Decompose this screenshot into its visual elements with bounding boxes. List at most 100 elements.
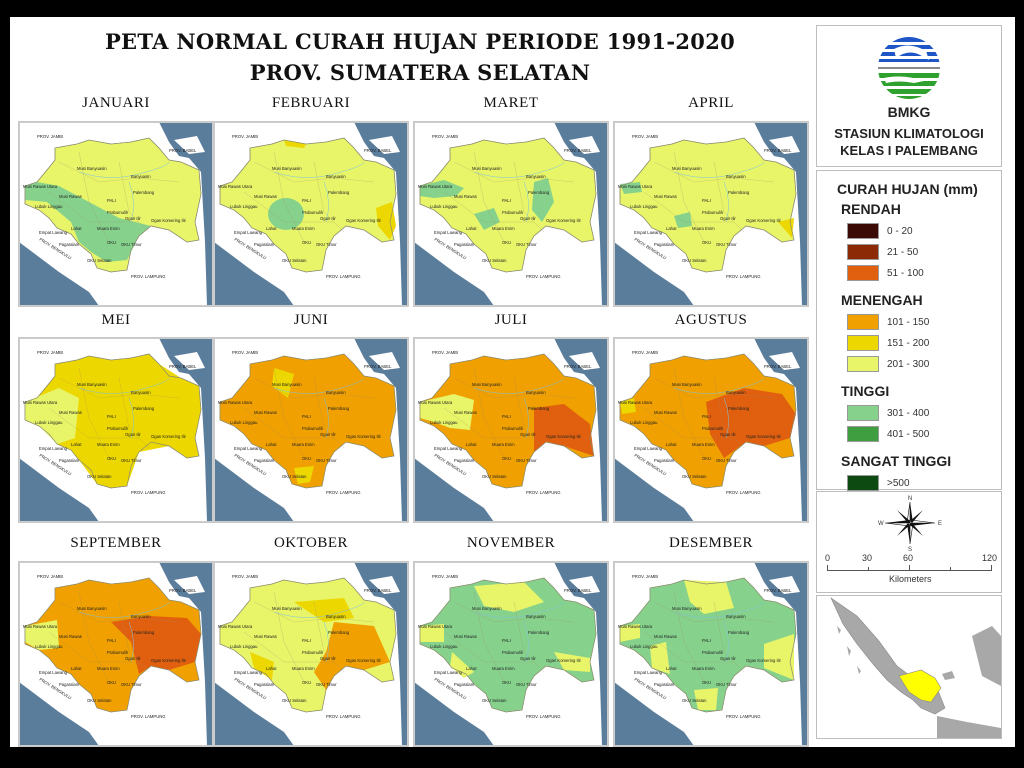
svg-text:OKU Timur: OKU Timur [316,682,337,687]
legend-label: >500 [887,477,910,489]
svg-text:Ogan Komering Ilir: Ogan Komering Ilir [346,658,382,663]
svg-text:Banyuasin: Banyuasin [131,390,151,395]
bmkg-logo-icon [878,37,940,99]
svg-text:Palembang: Palembang [328,630,350,635]
month-title-maret: MARET [483,95,539,111]
scale-tick-60: 60 [903,553,914,563]
svg-text:OKU Timur: OKU Timur [716,242,737,247]
svg-text:Musi Banyuasin: Musi Banyuasin [472,166,502,171]
svg-text:PROV. JAMBI: PROV. JAMBI [632,134,658,139]
scale-unit: Kilometers [889,574,932,584]
svg-text:OKU Timur: OKU Timur [716,682,737,687]
rainfall-map-oktober: PROV. JAMBI PROV. BABEL PROV. LAMPUNG PR… [213,561,409,747]
legend-item: 401 - 500 [847,426,929,442]
svg-text:PROV. LAMPUNG: PROV. LAMPUNG [326,714,361,719]
svg-text:OKU Timur: OKU Timur [316,458,337,463]
month-title-juni: JUNI [293,312,329,328]
rainfall-map-maret: PROV. JAMBI PROV. BABEL PROV. LAMPUNG PR… [413,121,609,307]
legend-title: CURAH HUJAN (mm) [837,181,978,197]
svg-text:Ogan Komering Ilir: Ogan Komering Ilir [151,658,187,663]
svg-text:Lubuk Linggau: Lubuk Linggau [630,644,658,649]
svg-text:Muara Enim: Muara Enim [97,666,120,671]
svg-text:Musi Rawas: Musi Rawas [59,194,82,199]
svg-text:OKU: OKU [107,456,116,461]
logo-line2: KELAS I PALEMBANG [840,143,978,158]
svg-text:Prabumulih: Prabumulih [502,426,524,431]
svg-text:Muara Enim: Muara Enim [692,442,715,447]
rainfall-map-februari: PROV. JAMBI PROV. BABEL PROV. LAMPUNG PR… [213,121,409,307]
svg-text:OKU Timur: OKU Timur [121,242,142,247]
svg-text:Ogan Ilir: Ogan Ilir [520,656,536,661]
svg-text:Musi Banyuasin: Musi Banyuasin [77,606,107,611]
svg-text:Pagaralam: Pagaralam [59,242,80,247]
rainfall-map-juni: PROV. JAMBI PROV. BABEL PROV. LAMPUNG PR… [213,337,409,523]
svg-text:Musi Rawas: Musi Rawas [454,634,477,639]
legend-item: 21 - 50 [847,244,918,260]
svg-text:PROV. LAMPUNG: PROV. LAMPUNG [526,490,561,495]
svg-text:Musi Rawas Utara: Musi Rawas Utara [23,624,58,629]
legend-swatch [847,335,879,351]
svg-text:Empat Lawang: Empat Lawang [39,446,68,451]
svg-text:Muara Enim: Muara Enim [492,226,515,231]
svg-text:PROV. LAMPUNG: PROV. LAMPUNG [726,714,761,719]
legend-panel: CURAH HUJAN (mm) RENDAH 0 - 20 21 - 50 51 -… [816,170,1002,491]
svg-text:PALI: PALI [502,414,511,419]
svg-text:Musi Rawas Utara: Musi Rawas Utara [23,400,58,405]
legend-swatch [847,223,879,239]
svg-text:Ogan Komering Ilir: Ogan Komering Ilir [746,658,782,663]
legend-swatch [847,475,879,491]
svg-text:PALI: PALI [302,414,311,419]
svg-text:Ogan Ilir: Ogan Ilir [720,432,736,437]
svg-text:Lubuk Linggau: Lubuk Linggau [430,644,458,649]
svg-text:Palembang: Palembang [328,190,350,195]
svg-text:OKU Selatan: OKU Selatan [682,698,707,703]
svg-text:Lahat: Lahat [466,442,477,447]
svg-text:Banyuasin: Banyuasin [526,614,546,619]
svg-text:Musi Rawas: Musi Rawas [254,410,277,415]
svg-text:Banyuasin: Banyuasin [131,174,151,179]
svg-text:Ogan Komering Ilir: Ogan Komering Ilir [346,434,382,439]
svg-text:PROV. LAMPUNG: PROV. LAMPUNG [131,274,166,279]
svg-text:Prabumulih: Prabumulih [502,650,524,655]
svg-text:PROV. JAMBI: PROV. JAMBI [432,350,458,355]
compass-scale-panel: N S W E 0 30 60 120 [816,491,1002,593]
scale-bar: 0 30 60 120 Kilometers [825,553,997,584]
month-title-november: NOVEMBER [466,535,556,551]
svg-text:Musi Banyuasin: Musi Banyuasin [272,606,302,611]
svg-text:Pagaralam: Pagaralam [59,682,80,687]
svg-text:PROV. BABEL: PROV. BABEL [564,364,592,369]
page-title: PETA NORMAL CURAH HUJAN PERIODE 1991-202… [104,29,736,54]
svg-text:Prabumulih: Prabumulih [302,210,324,215]
svg-text:Banyuasin: Banyuasin [326,390,346,395]
svg-text:Lahat: Lahat [266,666,277,671]
legend-group-rendah: RENDAH [841,201,901,217]
svg-text:OKU Selatan: OKU Selatan [482,474,507,479]
svg-text:Banyuasin: Banyuasin [526,390,546,395]
svg-text:Pagaralam: Pagaralam [454,458,475,463]
svg-text:Musi Rawas Utara: Musi Rawas Utara [618,184,653,189]
svg-text:PROV. LAMPUNG: PROV. LAMPUNG [726,274,761,279]
svg-text:Palembang: Palembang [728,630,750,635]
svg-text:Lahat: Lahat [266,226,277,231]
svg-text:PROV. JAMBI: PROV. JAMBI [37,574,63,579]
svg-text:Lubuk Linggau: Lubuk Linggau [630,420,658,425]
svg-text:Musi Rawas Utara: Musi Rawas Utara [418,184,453,189]
legend-group-menengah: MENENGAH [841,292,923,308]
rainfall-map-desember: PROV. JAMBI PROV. BABEL PROV. LAMPUNG PR… [613,561,809,747]
svg-text:Empat Lawang: Empat Lawang [234,670,263,675]
svg-text:OKU Selatan: OKU Selatan [282,258,307,263]
svg-text:Pagaralam: Pagaralam [254,458,275,463]
legend-item: 101 - 150 [847,314,929,330]
svg-text:PROV. BABEL: PROV. BABEL [169,364,197,369]
svg-text:OKU: OKU [502,680,511,685]
svg-text:Prabumulih: Prabumulih [702,210,724,215]
svg-text:PALI: PALI [107,638,116,643]
legend-item: 0 - 20 [847,223,913,239]
svg-text:PALI: PALI [107,414,116,419]
svg-text:Musi Rawas Utara: Musi Rawas Utara [418,624,453,629]
rainfall-map-april: PROV. JAMBI PROV. BABEL PROV. LAMPUNG PR… [613,121,809,307]
svg-text:Lahat: Lahat [71,442,82,447]
svg-text:PROV. BABEL: PROV. BABEL [364,588,392,593]
svg-text:OKU: OKU [302,240,311,245]
svg-text:OKU Selatan: OKU Selatan [482,698,507,703]
